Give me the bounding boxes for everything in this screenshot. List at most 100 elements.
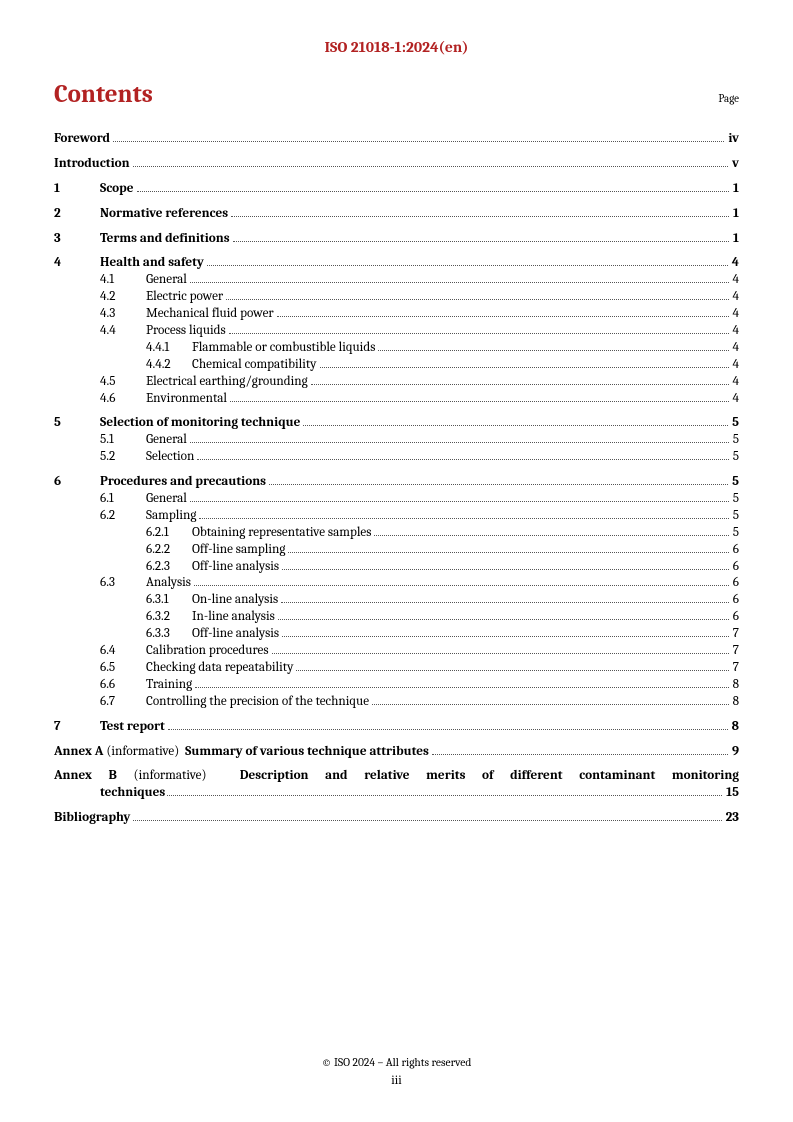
toc-section-3[interactable]: 3 Terms and definitions 1 bbox=[54, 231, 739, 248]
toc-label: Health and safety bbox=[100, 255, 205, 272]
toc-label: Test report bbox=[100, 719, 166, 736]
leader bbox=[194, 576, 729, 587]
toc-section-1[interactable]: 1 Scope 1 bbox=[54, 181, 739, 198]
leader bbox=[199, 508, 728, 519]
toc-section-5-1[interactable]: 5.1 General 5 bbox=[54, 432, 739, 449]
leader bbox=[168, 719, 728, 730]
toc-page: 4 bbox=[730, 255, 739, 272]
toc-section-6-3-2[interactable]: 6.3.2 In-line analysis 6 bbox=[54, 609, 739, 626]
toc-section-4-6[interactable]: 4.6 Environmental 4 bbox=[54, 391, 739, 408]
toc-section-6-4[interactable]: 6.4 Calibration procedures 7 bbox=[54, 643, 739, 660]
toc-section-7[interactable]: 7 Test report 8 bbox=[54, 719, 739, 736]
toc-section-6[interactable]: 6 Procedures and precautions 5 bbox=[54, 474, 739, 491]
toc-section-6-3-1[interactable]: 6.3.1 On-line analysis 6 bbox=[54, 592, 739, 609]
toc-section-4-2[interactable]: 4.2 Electric power 4 bbox=[54, 289, 739, 306]
toc-page: 5 bbox=[731, 491, 739, 508]
toc-page: 6 bbox=[731, 559, 739, 576]
toc-page: 6 bbox=[731, 542, 739, 559]
leader bbox=[207, 256, 728, 267]
toc-section-4-4[interactable]: 4.4 Process liquids 4 bbox=[54, 323, 739, 340]
toc-section-2[interactable]: 2 Normative references 1 bbox=[54, 206, 739, 223]
toc-label: Checking data repeatability bbox=[146, 660, 294, 677]
toc-section-5[interactable]: 5 Selection of monitoring technique 5 bbox=[54, 415, 739, 432]
toc-page: 7 bbox=[731, 626, 739, 643]
toc-label: Chemical compatibility bbox=[192, 357, 318, 374]
toc-page: 4 bbox=[731, 357, 740, 374]
toc-section-4-5[interactable]: 4.5 Electrical earthing/grounding 4 bbox=[54, 374, 739, 391]
leader bbox=[303, 416, 728, 427]
leader bbox=[372, 694, 729, 705]
leader bbox=[137, 181, 729, 192]
leader bbox=[195, 677, 728, 688]
toc-num: 4.4 bbox=[100, 323, 146, 340]
leader bbox=[281, 593, 729, 604]
contents-title: Contents bbox=[54, 80, 153, 109]
leader bbox=[278, 609, 729, 620]
toc-annex-b[interactable]: Annex B (informative) Description and re… bbox=[54, 768, 739, 802]
toc-label: Off-line sampling bbox=[192, 542, 286, 559]
toc-page: 5 bbox=[730, 474, 739, 491]
toc-section-6-2-2[interactable]: 6.2.2 Off-line sampling 6 bbox=[54, 542, 739, 559]
toc-num: 6.3.1 bbox=[146, 592, 192, 609]
title-row: Contents Page bbox=[54, 80, 739, 109]
toc-page: iv bbox=[726, 131, 739, 148]
toc-foreword[interactable]: Foreword iv bbox=[54, 131, 739, 148]
toc-num: 6 bbox=[54, 474, 100, 491]
toc-num: 5.2 bbox=[100, 449, 146, 466]
copyright-text: © ISO 2024 – All rights reserved bbox=[0, 1056, 793, 1069]
toc-page: 5 bbox=[731, 525, 739, 542]
toc-page: 4 bbox=[731, 374, 740, 391]
doc-header: ISO 21018-1:2024(en) bbox=[54, 38, 739, 56]
toc-section-6-2-1[interactable]: 6.2.1 Obtaining representative samples 5 bbox=[54, 525, 739, 542]
leader bbox=[311, 374, 729, 385]
toc-annex-a[interactable]: Annex A (informative) Summary of various… bbox=[54, 744, 739, 761]
toc-label: Introduction bbox=[54, 156, 131, 173]
toc-label: Analysis bbox=[146, 575, 192, 592]
toc-section-4-4-2[interactable]: 4.4.2 Chemical compatibility 4 bbox=[54, 357, 739, 374]
toc-label: Process liquids bbox=[146, 323, 227, 340]
toc-page: 5 bbox=[731, 508, 739, 525]
toc-label: Scope bbox=[100, 181, 135, 198]
toc-label: General bbox=[146, 272, 188, 289]
toc-section-6-3-3[interactable]: 6.3.3 Off-line analysis 7 bbox=[54, 626, 739, 643]
toc-bibliography[interactable]: Bibliography 23 bbox=[54, 810, 739, 827]
toc-page: 5 bbox=[731, 432, 739, 449]
leader bbox=[288, 542, 728, 553]
toc-section-4[interactable]: 4 Health and safety 4 bbox=[54, 255, 739, 272]
toc-section-6-6[interactable]: 6.6 Training 8 bbox=[54, 677, 739, 694]
toc-section-4-3[interactable]: 4.3 Mechanical fluid power 4 bbox=[54, 306, 739, 323]
leader bbox=[374, 525, 728, 536]
toc-label: Training bbox=[146, 677, 193, 694]
toc-label: Electrical earthing/grounding bbox=[146, 374, 309, 391]
toc-section-6-2[interactable]: 6.2 Sampling 5 bbox=[54, 508, 739, 525]
leader bbox=[190, 433, 729, 444]
toc-label: In-line analysis bbox=[192, 609, 276, 626]
leader bbox=[133, 156, 729, 167]
toc-num: 6.5 bbox=[100, 660, 146, 677]
toc-section-6-7[interactable]: 6.7 Controlling the precision of the tec… bbox=[54, 694, 739, 711]
leader bbox=[113, 131, 724, 142]
toc-label: General bbox=[146, 491, 188, 508]
toc-num: 6.2.3 bbox=[146, 559, 192, 576]
toc-page: 7 bbox=[731, 660, 739, 677]
toc-label: Controlling the precision of the techniq… bbox=[146, 694, 370, 711]
toc-num: 4.3 bbox=[100, 306, 146, 323]
toc-page: 23 bbox=[724, 810, 739, 827]
toc-num: 3 bbox=[54, 231, 100, 248]
toc-page: 1 bbox=[731, 181, 739, 198]
toc-num: 4.4.2 bbox=[146, 357, 192, 374]
toc-label: Normative references bbox=[100, 206, 229, 223]
toc-section-6-1[interactable]: 6.1 General 5 bbox=[54, 491, 739, 508]
toc-section-6-2-3[interactable]: 6.2.3 Off-line analysis 6 bbox=[54, 559, 739, 576]
toc-section-4-1[interactable]: 4.1 General 4 bbox=[54, 272, 739, 289]
toc-label: Calibration procedures bbox=[146, 643, 270, 660]
toc-label: Flammable or combustible liquids bbox=[192, 340, 376, 357]
toc-section-5-2[interactable]: 5.2 Selection 5 bbox=[54, 449, 739, 466]
toc-section-6-3[interactable]: 6.3 Analysis 6 bbox=[54, 575, 739, 592]
toc-page: 5 bbox=[731, 449, 739, 466]
toc-page: 4 bbox=[731, 340, 740, 357]
toc-section-4-4-1[interactable]: 4.4.1 Flammable or combustible liquids 4 bbox=[54, 340, 739, 357]
toc-introduction[interactable]: Introduction v bbox=[54, 156, 739, 173]
toc-section-6-5[interactable]: 6.5 Checking data repeatability 7 bbox=[54, 660, 739, 677]
toc-page: 1 bbox=[731, 231, 739, 248]
